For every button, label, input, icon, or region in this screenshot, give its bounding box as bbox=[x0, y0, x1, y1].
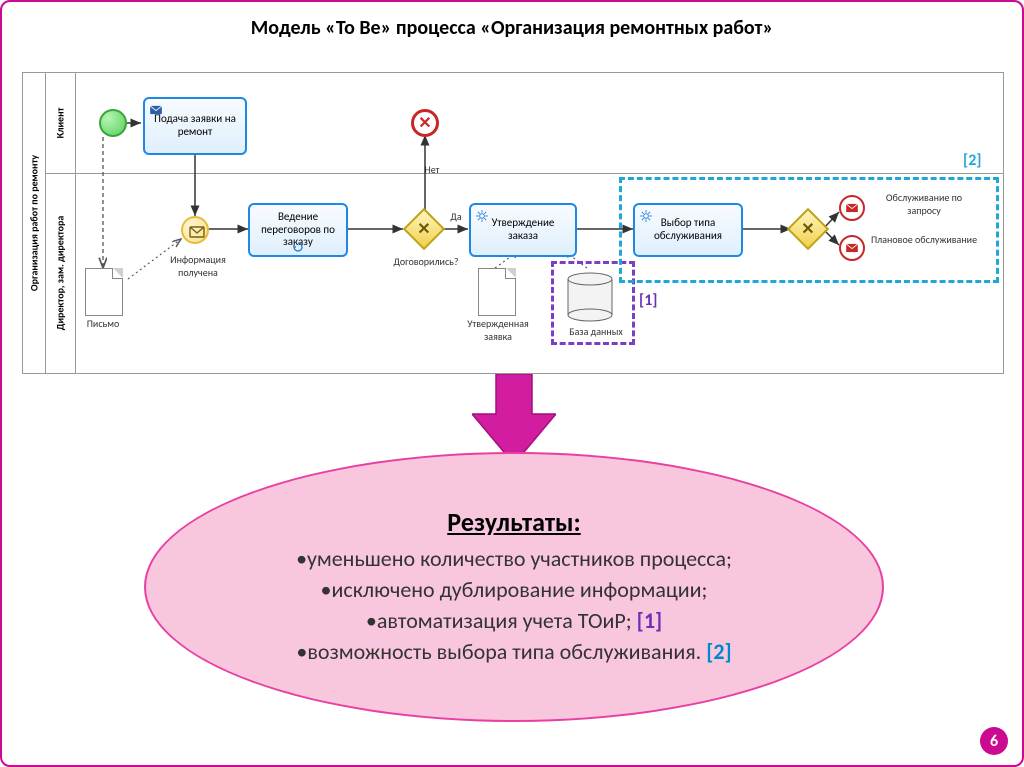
loop-icon bbox=[292, 241, 304, 253]
label-approved: Утвержденная заявка bbox=[453, 317, 543, 343]
label-yes: Да bbox=[441, 210, 471, 223]
label-no: Нет bbox=[417, 163, 447, 176]
label-agreed: Договорились? bbox=[383, 255, 469, 268]
task-approve-order: Утверждение заказа bbox=[469, 203, 577, 257]
envelope-icon bbox=[183, 218, 211, 246]
ref-1: [1] bbox=[639, 291, 658, 310]
result-bullet-3: •автоматизация учета ТОиР; [1] bbox=[366, 606, 662, 637]
highlight-box-2 bbox=[619, 177, 999, 283]
lane-separator bbox=[45, 173, 1003, 174]
results-title: Результаты: bbox=[447, 506, 580, 538]
arrow-down-icon bbox=[472, 374, 556, 464]
lane-labels: Клиент Директор, зам. директора bbox=[45, 73, 76, 373]
end-event-cancel: ✕ bbox=[411, 109, 439, 137]
gear-icon bbox=[475, 209, 489, 223]
label-letter: Письмо bbox=[75, 317, 131, 330]
label-info-received: Информация получена bbox=[153, 253, 243, 279]
lane-director: Директор, зам. директора bbox=[45, 173, 75, 373]
document-approved bbox=[478, 268, 516, 316]
lane-client: Клиент bbox=[45, 73, 75, 173]
page-frame: Модель «To Be» процесса «Организация рем… bbox=[0, 0, 1024, 767]
result-bullet-4: •возможность выбора типа обслуживания. [… bbox=[296, 637, 731, 668]
pool-label: Организация работ по ремонту bbox=[23, 73, 46, 373]
page-number: 6 bbox=[980, 727, 1008, 755]
result-bullet-2: •исключено дублирование информации; bbox=[321, 575, 708, 606]
envelope-icon bbox=[149, 103, 163, 117]
gateway-agreed: ✕ bbox=[403, 208, 445, 250]
bpmn-diagram: Организация работ по ремонту Клиент Дире… bbox=[22, 72, 1004, 374]
ref-2: [2] bbox=[963, 151, 982, 170]
task-submit-request: Подача заявки на ремонт bbox=[143, 97, 247, 155]
task-negotiate: Ведение переговоров по заказу bbox=[248, 203, 348, 257]
results-panel: Результаты: •уменьшено количество участн… bbox=[144, 452, 884, 722]
message-event bbox=[181, 216, 209, 244]
page-title: Модель «To Be» процесса «Организация рем… bbox=[2, 16, 1022, 40]
start-event bbox=[99, 109, 127, 137]
result-bullet-1: •уменьшено количество участников процесс… bbox=[296, 544, 732, 575]
document-letter bbox=[85, 268, 123, 316]
